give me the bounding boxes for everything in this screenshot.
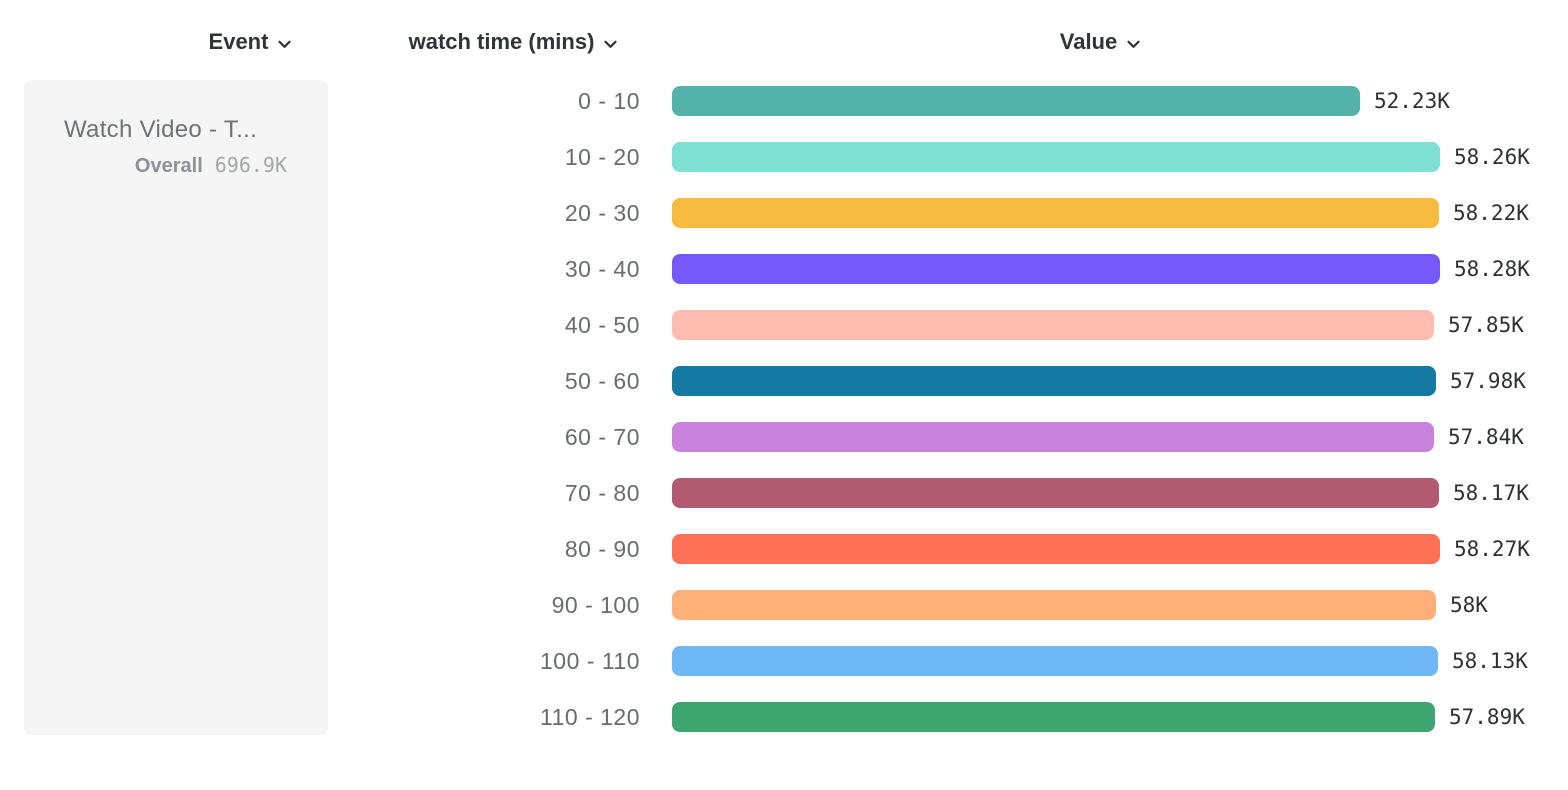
- bar-category-label: 110 - 120: [540, 703, 640, 730]
- bar-value-label: 58.13K: [1452, 649, 1528, 673]
- bar-row: 60 - 70 57.84K: [0, 422, 1568, 452]
- column-header-event-label: Event: [208, 29, 269, 54]
- bar[interactable]: [672, 254, 1440, 284]
- bar[interactable]: [672, 198, 1439, 228]
- bar-value-label: 58K: [1450, 593, 1488, 617]
- bar-category-label: 90 - 100: [551, 591, 640, 618]
- bar-chart: 0 - 10 52.23K 10 - 20 58.26K 20 - 30 58.22K 30…: [0, 86, 1568, 758]
- overall-value: 696.9K: [214, 153, 287, 177]
- bar-row: 40 - 50 57.85K: [0, 310, 1568, 340]
- bar-category-label: 40 - 50: [564, 311, 640, 338]
- event-card[interactable]: Watch Video - T... Overall 696.9K: [24, 80, 328, 735]
- event-title: Watch Video - T...: [64, 116, 258, 143]
- bar-category-label: 10 - 20: [564, 143, 640, 170]
- bar-row: 70 - 80 58.17K: [0, 478, 1568, 508]
- bar-row: 20 - 30 58.22K: [0, 198, 1568, 228]
- bar-value-label: 52.23K: [1374, 89, 1450, 113]
- bar-value-label: 58.22K: [1453, 201, 1529, 225]
- bar-category-label: 30 - 40: [564, 255, 640, 282]
- bar-row: 90 - 100 58K: [0, 590, 1568, 620]
- bar-value-label: 58.27K: [1454, 537, 1530, 561]
- bar-category-label: 70 - 80: [564, 479, 640, 506]
- bar[interactable]: [672, 534, 1440, 564]
- bar-value-label: 57.84K: [1448, 425, 1524, 449]
- bar-row: 30 - 40 58.28K: [0, 254, 1568, 284]
- bar[interactable]: [672, 646, 1438, 676]
- bar[interactable]: [672, 310, 1434, 340]
- bar-row: 110 - 120 57.89K: [0, 702, 1568, 732]
- bar[interactable]: [672, 590, 1436, 620]
- chevron-down-icon: [278, 40, 292, 48]
- bar-value-label: 57.98K: [1450, 369, 1526, 393]
- bar-category-label: 100 - 110: [540, 647, 640, 674]
- overall-label: Overall: [134, 155, 203, 177]
- bar[interactable]: [672, 142, 1440, 172]
- column-header-value-label: Value: [1059, 29, 1118, 54]
- bar-category-label: 20 - 30: [564, 199, 640, 226]
- bar-category-label: 0 - 10: [578, 87, 640, 114]
- bar-value-label: 57.85K: [1448, 313, 1524, 337]
- chevron-down-icon: [604, 40, 618, 48]
- column-header-value[interactable]: Value: [1000, 24, 1200, 60]
- bar-row: 100 - 110 58.13K: [0, 646, 1568, 676]
- bar-row: 80 - 90 58.27K: [0, 534, 1568, 564]
- bar-row: 10 - 20 58.26K: [0, 142, 1568, 172]
- bar-row: 50 - 60 57.98K: [0, 366, 1568, 396]
- bar[interactable]: [672, 366, 1436, 396]
- bar-category-label: 60 - 70: [564, 423, 640, 450]
- bar-row: 0 - 10 52.23K: [0, 86, 1568, 116]
- event-overall-row: Overall 696.9K: [64, 153, 287, 178]
- bar-value-label: 58.26K: [1454, 145, 1530, 169]
- bar-value-label: 57.89K: [1449, 705, 1525, 729]
- chevron-down-icon: [1127, 40, 1140, 48]
- bar-value-label: 58.28K: [1454, 257, 1530, 281]
- bar[interactable]: [672, 86, 1360, 116]
- column-header-event[interactable]: Event: [158, 24, 342, 60]
- column-header-watch-time-label: watch time (mins): [408, 29, 595, 54]
- bar[interactable]: [672, 478, 1439, 508]
- bar-category-label: 50 - 60: [564, 367, 640, 394]
- bar[interactable]: [672, 702, 1435, 732]
- column-header-watch-time[interactable]: watch time (mins): [352, 24, 674, 60]
- bar-category-label: 80 - 90: [564, 535, 640, 562]
- bar-value-label: 58.17K: [1453, 481, 1529, 505]
- bar[interactable]: [672, 422, 1434, 452]
